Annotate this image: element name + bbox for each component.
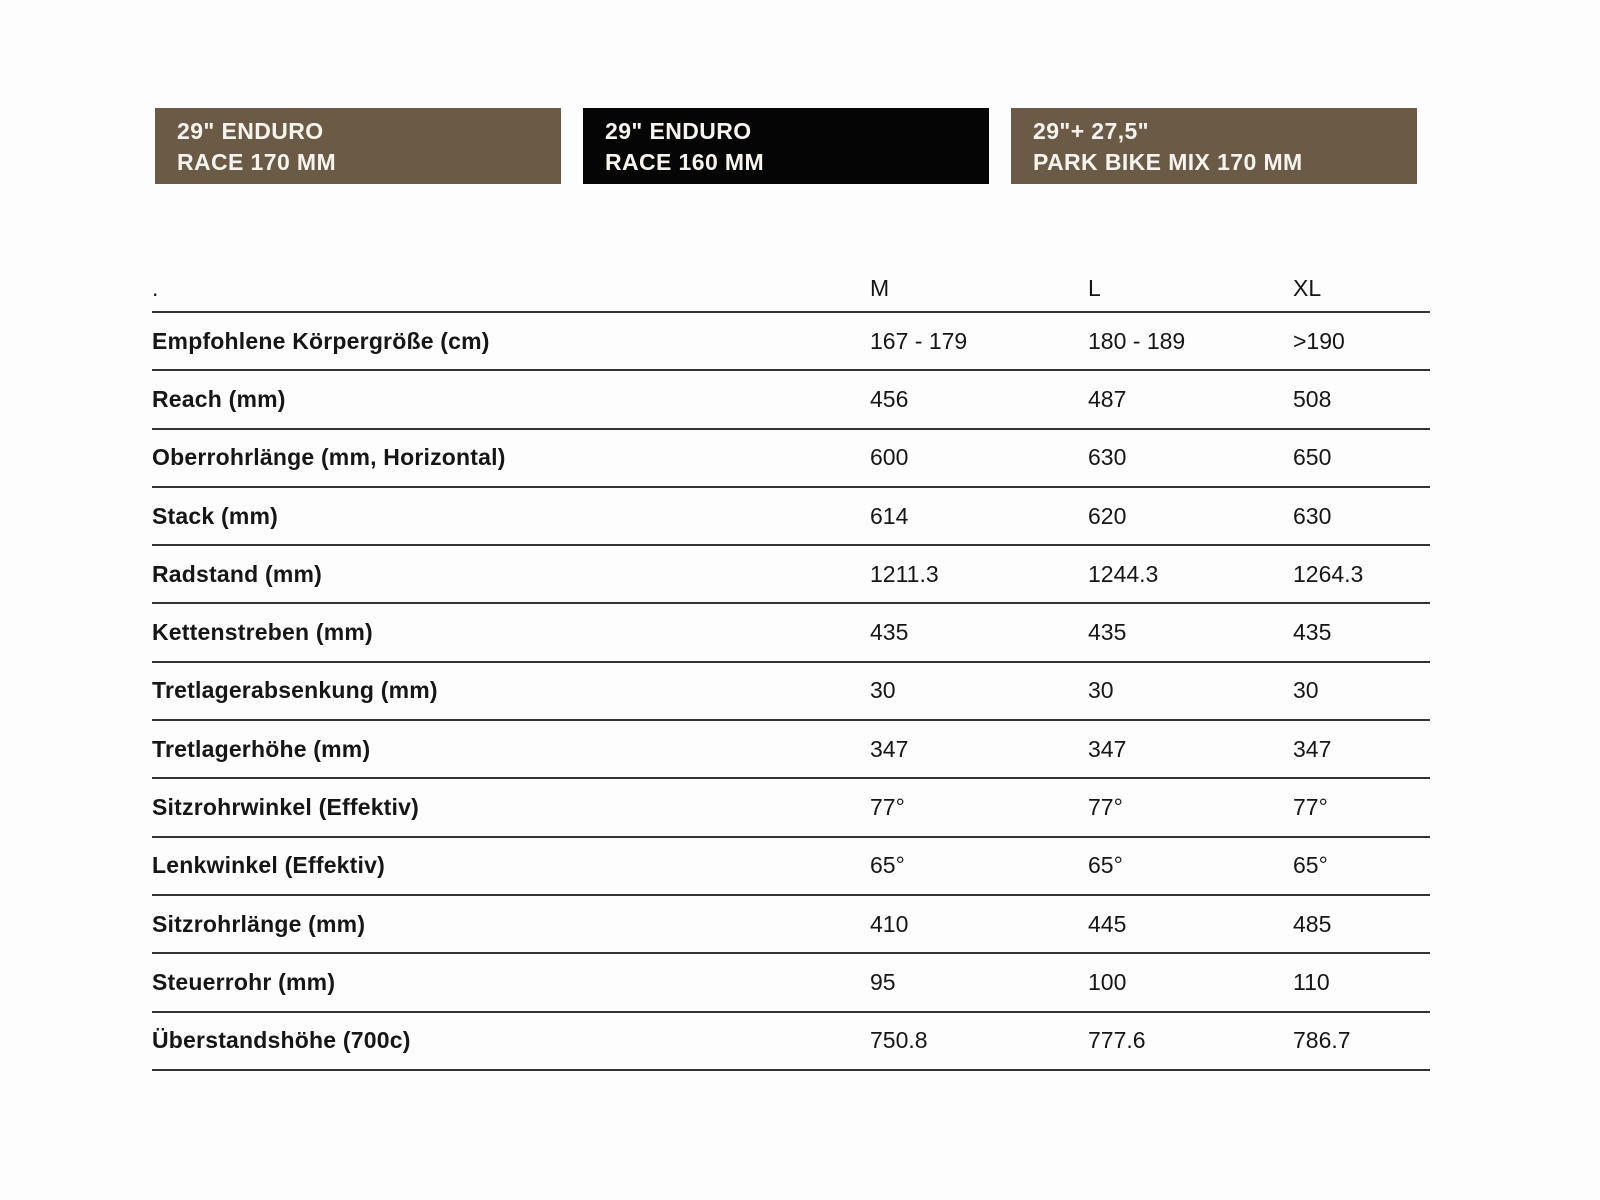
cell-value: 435 [1293,619,1332,646]
cell-value: 1211.3 [870,560,939,587]
row-label: Steuerrohr (mm) [152,968,336,995]
cell-value: 777.6 [1088,1027,1146,1054]
table-row: Überstandshöhe (700c) 750.8 777.6 786.7 [152,1013,1430,1071]
cell-value: 77° [1088,794,1123,821]
table-row: Steuerrohr (mm) 95 100 110 [152,954,1430,1013]
table-row: Stack (mm) 614 620 630 [152,488,1430,547]
cell-value: 600 [870,444,909,471]
tab-label-line1: 29" ENDURO [605,118,752,144]
cell-value: 1264.3 [1293,560,1364,587]
cell-value: 180 - 189 [1088,327,1186,354]
cell-value: >190 [1293,327,1345,354]
column-header-xl: XL [1293,275,1322,301]
tab-enduro-race-170[interactable]: 29" ENDURO RACE 170 MM [155,108,561,184]
table-row: Sitzrohrlänge (mm) 410 445 485 [152,896,1430,955]
cell-value: 445 [1088,910,1127,937]
cell-value: 435 [870,619,909,646]
cell-value: 65° [1088,852,1123,879]
cell-value: 77° [1293,794,1328,821]
cell-value: 110 [1293,968,1330,995]
row-label: Radstand (mm) [152,560,323,587]
tab-label-line2: RACE 170 MM [177,149,337,175]
cell-value: 347 [870,735,909,762]
row-label: Empfohlene Körpergröße (cm) [152,327,490,354]
table-row: Reach (mm) 456 487 508 [152,371,1430,430]
cell-value: 620 [1088,502,1127,529]
cell-value: 77° [870,794,905,821]
column-header-m: M [870,275,890,301]
geometry-table: . M L XL Empfohlene Körpergröße (cm) 167 … [152,266,1430,1071]
cell-value: 487 [1088,385,1127,412]
tab-label-line1: 29"+ 27,5" [1033,118,1149,144]
cell-value: 100 [1088,968,1127,995]
row-label: Sitzrohrwinkel (Effektiv) [152,794,419,821]
tab-enduro-race-160[interactable]: 29" ENDURO RACE 160 MM [583,108,989,184]
row-label: Überstandshöhe (700c) [152,1027,411,1054]
cell-value: 410 [870,910,909,937]
cell-value: 485 [1293,910,1332,937]
table-row: Kettenstreben (mm) 435 435 435 [152,604,1430,663]
table-body: Empfohlene Körpergröße (cm) 167 - 179 180 … [152,313,1430,1071]
cell-value: 30 [870,677,896,704]
corner-label: . [152,275,159,301]
row-label: Reach (mm) [152,385,286,412]
table-row: Lenkwinkel (Effektiv) 65° 65° 65° [152,838,1430,896]
cell-value: 30 [1293,677,1319,704]
column-header-l: L [1088,275,1101,301]
cell-value: 65° [1293,852,1328,879]
cell-value: 508 [1293,385,1332,412]
row-label: Stack (mm) [152,502,278,529]
row-label: Lenkwinkel (Effektiv) [152,852,385,879]
tab-label-line1: 29" ENDURO [177,118,324,144]
row-label: Kettenstreben (mm) [152,619,373,646]
cell-value: 65° [870,852,905,879]
cell-value: 650 [1293,444,1332,471]
cell-value: 750.8 [870,1027,928,1054]
tab-label-line2: PARK BIKE MIX 170 MM [1033,149,1303,175]
cell-value: 1244.3 [1088,560,1159,587]
tab-park-bike-mix-170[interactable]: 29"+ 27,5" PARK BIKE MIX 170 MM [1011,108,1417,184]
cell-value: 167 - 179 [870,327,968,354]
row-label: Tretlagerabsenkung (mm) [152,677,438,704]
row-label: Sitzrohrlänge (mm) [152,910,366,937]
cell-value: 614 [870,502,909,529]
cell-value: 786.7 [1293,1027,1351,1054]
table-row: Radstand (mm) 1211.3 1244.3 1264.3 [152,546,1430,605]
table-row: Sitzrohrwinkel (Effektiv) 77° 77° 77° [152,779,1430,838]
table-row: Tretlagerhöhe (mm) 347 347 347 [152,721,1430,780]
table-row: Oberrohrlänge (mm, Horizontal) 600 630 650 [152,430,1430,488]
cell-value: 456 [870,385,909,412]
table-header-row: . M L XL [152,266,1430,313]
cell-value: 347 [1088,735,1127,762]
cell-value: 30 [1088,677,1114,704]
table-row: Tretlagerabsenkung (mm) 30 30 30 [152,663,1430,722]
cell-value: 630 [1088,444,1127,471]
row-label: Tretlagerhöhe (mm) [152,735,371,762]
cell-value: 435 [1088,619,1127,646]
cell-value: 630 [1293,502,1332,529]
variant-tabs: 29" ENDURO RACE 170 MM 29" ENDURO RACE 1… [155,108,1417,184]
row-label: Oberrohrlänge (mm, Horizontal) [152,444,506,471]
table-row: Empfohlene Körpergröße (cm) 167 - 179 180 … [152,313,1430,372]
tab-label-line2: RACE 160 MM [605,149,765,175]
cell-value: 95 [870,968,896,995]
cell-value: 347 [1293,735,1332,762]
